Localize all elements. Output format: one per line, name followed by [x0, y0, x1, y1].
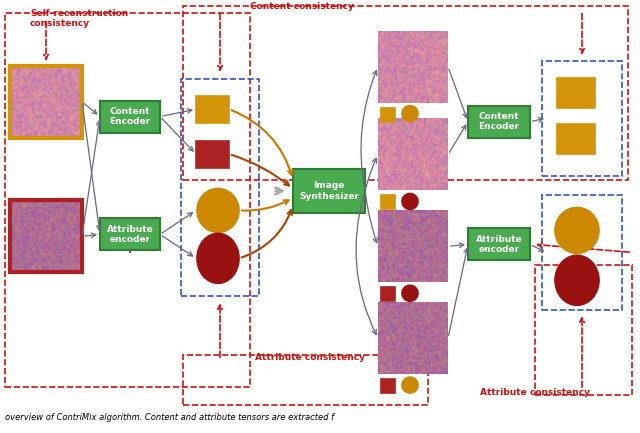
Text: overview of ContriMix algorithm. Content and attribute tensors are extracted f: overview of ContriMix algorithm. Content… — [5, 413, 334, 422]
Bar — [542, 195, 622, 310]
Ellipse shape — [402, 194, 418, 210]
Ellipse shape — [402, 377, 418, 393]
Bar — [381, 195, 395, 210]
Bar — [183, 355, 428, 405]
Bar — [5, 13, 250, 387]
Bar — [557, 123, 595, 154]
Bar — [557, 78, 595, 108]
Text: Self-reconstruction: Self-reconstruction — [30, 9, 128, 18]
Bar — [381, 108, 395, 122]
Bar — [381, 379, 395, 393]
Bar — [181, 79, 259, 296]
Ellipse shape — [197, 233, 239, 283]
Bar — [542, 61, 622, 175]
Text: Attribute
encoder: Attribute encoder — [476, 235, 522, 254]
Bar — [196, 96, 229, 123]
Text: consistency: consistency — [30, 19, 90, 28]
Ellipse shape — [555, 207, 599, 253]
Text: Content
Encoder: Content Encoder — [479, 112, 520, 131]
Ellipse shape — [402, 106, 418, 122]
Bar — [293, 168, 365, 213]
Bar — [535, 265, 632, 395]
Bar — [100, 100, 160, 132]
Text: Attribute consistency: Attribute consistency — [255, 353, 365, 362]
Text: Attribute consistency: Attribute consistency — [480, 388, 590, 397]
Bar — [468, 106, 530, 138]
Bar — [381, 287, 395, 301]
Ellipse shape — [197, 188, 239, 233]
Bar — [10, 200, 82, 272]
Text: Content
Encoder: Content Encoder — [109, 107, 150, 126]
Bar — [196, 141, 229, 168]
Text: Image
Synthesizer: Image Synthesizer — [299, 181, 359, 200]
Bar — [10, 66, 82, 138]
Ellipse shape — [402, 285, 418, 301]
Text: Content consistency: Content consistency — [250, 2, 354, 11]
Ellipse shape — [555, 255, 599, 305]
Text: Attribute
encoder: Attribute encoder — [107, 225, 154, 244]
Bar — [183, 6, 628, 181]
Bar — [468, 228, 530, 260]
Bar — [100, 218, 160, 250]
